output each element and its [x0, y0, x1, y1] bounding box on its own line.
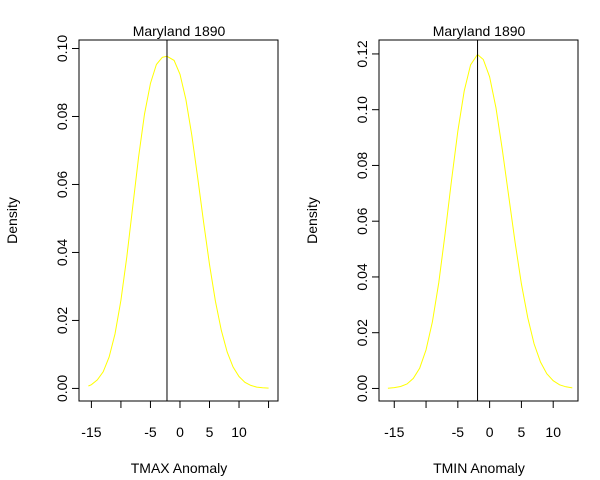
- panel-1-plot-frame: [78, 39, 279, 402]
- panel-2-y-tick-label: 0.06: [354, 207, 370, 234]
- panel-2-y-tick-label: 0.04: [354, 263, 370, 290]
- panel-2-y-tick-label: 0.02: [354, 319, 370, 346]
- panel-2-y-tick-label: 0.12: [354, 40, 370, 67]
- panel-2-y-tick-label: 0.10: [354, 96, 370, 123]
- panel-1-x-tick-label: -15: [81, 424, 101, 440]
- panel-1-y-tick-label: 0.00: [54, 375, 70, 402]
- panel-2-x-tick-label: 10: [545, 424, 561, 440]
- panel-1-x-tick-label: 0: [176, 424, 184, 440]
- panel-1-y-tick-label: 0.06: [54, 171, 70, 198]
- panel-1-y-axis-label: Density: [4, 197, 20, 244]
- panel-1-y-tick-label: 0.08: [54, 103, 70, 130]
- panel-2-density-curve: [387, 53, 573, 389]
- panel-2-x-axis-label: TMIN Anomaly: [433, 460, 525, 476]
- panel-1-x-tick-label: -5: [144, 424, 157, 440]
- panel-2-y-tick-label: 0.08: [354, 152, 370, 179]
- panel-2-chart: Maryland 1890 -15 -5 0 5 10 0.00 0.02 0.04 0.06 0.…: [304, 23, 579, 476]
- panel-2-x-tick-label: -15: [384, 424, 404, 440]
- panel-1-x-axis-label: TMAX Anomaly: [131, 460, 227, 476]
- panel-2-y-tick-label: 0.00: [354, 375, 370, 402]
- panel-2-x-tick-label: 0: [486, 424, 494, 440]
- panel-1-chart: Maryland 1890 -15 -5 0 5 10 0.00 0.02 0.04 0.06 0.…: [4, 23, 279, 476]
- panel-1-y-tick-label: 0.02: [54, 307, 70, 334]
- panel-1-y-tick-label: 0.10: [54, 35, 70, 62]
- panel-1-title: Maryland 1890: [133, 23, 226, 39]
- panel-1-y-tick-label: 0.04: [54, 239, 70, 266]
- panel-2-x-tick-label: -5: [452, 424, 465, 440]
- panel-2-x-tick-label: 5: [518, 424, 526, 440]
- panel-1-density-curve: [88, 55, 269, 389]
- panel-1-x-tick-label: 10: [231, 424, 247, 440]
- panel-2-y-axis-label: Density: [304, 197, 320, 244]
- panel-2-title: Maryland 1890: [433, 23, 526, 39]
- panel-1-x-tick-label: 5: [206, 424, 214, 440]
- panel-2-plot-frame: [378, 39, 579, 402]
